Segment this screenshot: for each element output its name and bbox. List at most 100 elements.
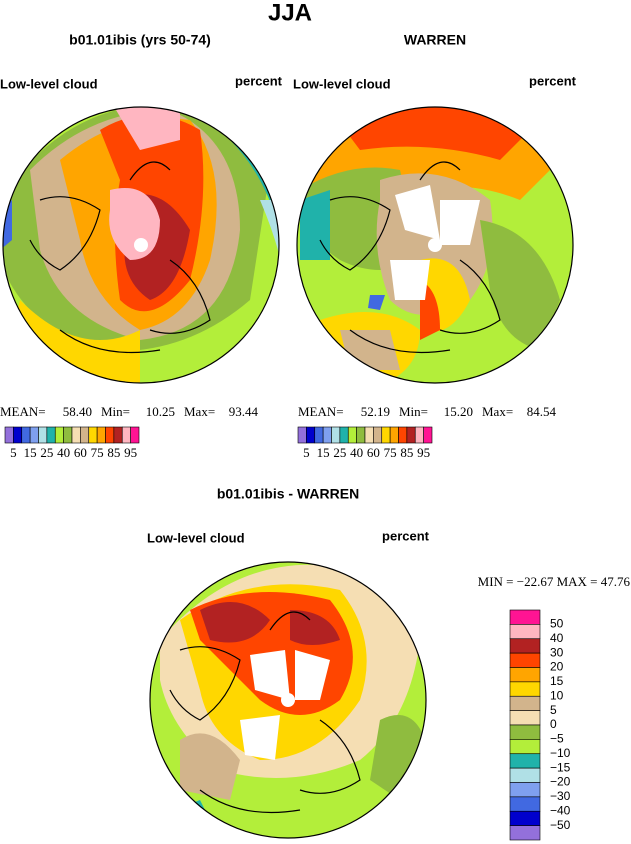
colorbar-box [46,426,56,444]
colorbar-box [509,825,541,841]
colorbar-box [322,426,332,444]
stat-value: 58.40 [63,404,92,419]
colorbar-box [509,796,541,812]
stat-label: Min= [399,404,428,419]
colorbar-label: 30 [550,645,564,659]
colorbar-box [509,652,541,668]
stat-value: 93.44 [229,404,259,419]
colorbar-box [63,426,73,444]
colorbar-box [389,426,399,444]
colorbar-box [297,426,307,444]
colorbar-box [509,695,541,711]
stat-label: MEAN= [298,404,344,419]
colorbar-label: 10 [550,688,564,702]
colorbar-box [21,426,31,444]
colorbar-box [71,426,81,444]
colorbar-box [509,681,541,697]
colorbar-label: 40 [550,631,564,645]
colorbar-box [509,609,541,625]
colorbar-label: 5 [303,445,310,460]
colorbar-box [105,426,115,444]
unit-label: percent [235,73,283,88]
colorbar-box [4,426,14,444]
colorbar-box [54,426,64,444]
map-border [2,106,280,384]
colorbar-box [38,426,48,444]
colorbar-box [347,426,357,444]
panel-title: b01.01ibis (yrs 50-74) [69,32,211,48]
stat-label: Min= [101,404,130,419]
colorbar-label: −10 [550,746,571,760]
colorbar-label: 85 [107,445,120,460]
stat-label: Max= [482,404,513,419]
colorbar-box [406,426,416,444]
colorbar-label: 0 [550,717,557,731]
colorbar-box [509,624,541,640]
colorbar-box [130,426,140,444]
map-border [296,106,574,384]
colorbar-label: 50 [550,617,564,631]
colorbar-label: −40 [550,803,571,817]
panel-title: b01.01ibis - WARREN [217,486,359,502]
colorbar-box [509,767,541,783]
colorbar-label: 15 [24,445,37,460]
min-max: MIN = −22.67 MAX = 47.76 [478,574,631,589]
colorbar-label: 25 [40,445,53,460]
colorbar-box [29,426,39,444]
colorbar-box [88,426,98,444]
colorbar-label: 25 [333,445,346,460]
colorbar-label: 60 [74,445,87,460]
stat-value: 10.25 [146,404,175,419]
colorbar-box [113,426,123,444]
map [150,562,426,838]
colorbar-label: 15 [550,674,564,688]
colorbar-label: 40 [57,445,70,460]
colorbar-box [509,724,541,740]
colorbar-label: 75 [384,445,397,460]
colorbar-box [339,426,349,444]
colorbar-box [414,426,424,444]
colorbar-box [509,782,541,798]
colorbar-label: 95 [417,445,430,460]
stat-value: 15.20 [444,404,473,419]
variable-label: Low-level cloud [147,530,245,545]
stat-label: MEAN= [0,404,46,419]
colorbar-box [509,753,541,769]
unit-label: percent [529,73,577,88]
colorbar-box [331,426,341,444]
colorbar-box [373,426,383,444]
colorbar-box [509,739,541,755]
colorbar-label: −30 [550,789,571,803]
colorbar-box [381,426,391,444]
colorbar-label: −5 [550,732,564,746]
colorbar-box [121,426,131,444]
colorbar-box [80,426,90,444]
colorbar-box [314,426,324,444]
colorbar-box [423,426,433,444]
colorbar-box [509,638,541,654]
colorbar-label: 95 [124,445,137,460]
colorbar-box [509,710,541,726]
map [297,107,573,383]
variable-label: Low-level cloud [293,76,391,91]
figure-title: JJA [268,0,312,26]
colorbar-label: 15 [317,445,330,460]
colorbar-box [509,667,541,683]
colorbar-label: 75 [91,445,104,460]
colorbar-label: 20 [550,660,564,674]
colorbar-label: 5 [550,703,557,717]
colorbars: 5 15 25 40 60 75 85 95 5 15 25 40 60 75 85 955040302015… [4,426,571,841]
variable-label: Low-level cloud [0,76,98,91]
stat-value: 84.54 [527,404,557,419]
map [3,107,279,383]
colorbar-box [398,426,408,444]
colorbar-box [13,426,23,444]
colorbar-box [96,426,106,444]
unit-label: percent [382,528,430,543]
colorbar-label: 5 [10,445,17,460]
panel-title: WARREN [404,32,466,48]
colorbar-box [356,426,366,444]
colorbar-label: 85 [400,445,413,460]
stat-label: Max= [184,404,215,419]
colorbar-label: −15 [550,760,571,774]
